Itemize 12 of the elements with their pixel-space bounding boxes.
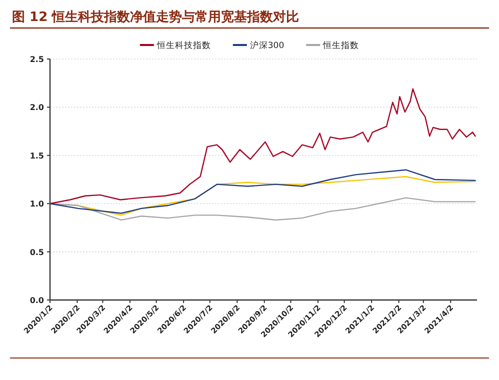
legend-label: 恒生科技指数: [156, 40, 211, 51]
legend-label: 恒生指数: [322, 40, 360, 51]
line-series: [49, 169, 476, 214]
y-tick-label: 0.0: [30, 296, 44, 305]
y-tick-label: 0.5: [30, 248, 44, 257]
y-tick-label: 1.0: [30, 200, 44, 209]
legend-label: 沪深300: [250, 40, 284, 51]
y-tick-label: 2.5: [30, 55, 44, 64]
y-tick-label: 2.0: [30, 103, 44, 112]
chart-title: 图 12 恒生科技指数净值走势与常用宽基指数对比: [12, 9, 300, 25]
line-series: [49, 88, 476, 204]
y-tick-label: 1.5: [30, 151, 44, 160]
